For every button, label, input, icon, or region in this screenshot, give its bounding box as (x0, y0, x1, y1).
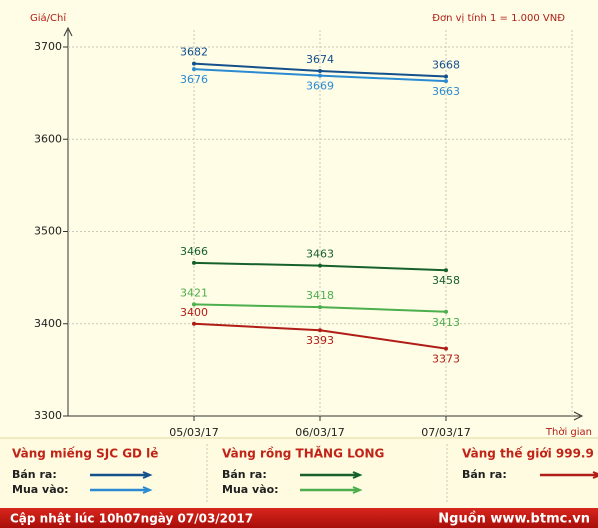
value-label: 3669 (306, 80, 334, 93)
footer-updated: Cập nhật lúc 10h07ngày 07/03/2017 (10, 512, 253, 526)
value-label: 3466 (180, 245, 208, 258)
legend-arrow (352, 486, 363, 494)
point (444, 309, 448, 314)
point (318, 328, 322, 333)
legend-label: Bán ra: (222, 468, 267, 481)
value-label: 3674 (306, 53, 334, 66)
x-axis-arrow (573, 411, 584, 421)
value-label: 3663 (432, 85, 460, 98)
legend-arrow (142, 486, 153, 494)
legend-arrow (352, 471, 363, 479)
y-tick-label: 3400 (34, 317, 62, 330)
legend-label: Mua vào: (222, 483, 279, 496)
y-axis-arrow (63, 26, 73, 37)
x-tick-label: 07/03/17 (421, 426, 470, 439)
point (444, 268, 448, 273)
point (192, 61, 196, 66)
point (318, 73, 322, 78)
point (192, 321, 196, 326)
value-label: 3421 (180, 286, 208, 299)
legend-group-title: Vàng rồng THĂNG LONG (222, 446, 384, 461)
point (192, 260, 196, 265)
legend-group-title: Vàng thế giới 999.9 (462, 447, 594, 461)
legend-panel (0, 438, 598, 508)
legend-arrow (592, 471, 598, 479)
value-label: 3463 (306, 248, 334, 261)
value-label: 3676 (180, 73, 208, 86)
legend-label: Bán ra: (462, 468, 507, 481)
y-tick-label: 3600 (34, 132, 62, 145)
unit-note: Đơn vị tính 1 = 1.000 VNĐ (432, 12, 565, 24)
value-label: 3418 (306, 289, 334, 302)
legend-arrow (142, 471, 153, 479)
legend-group-title: Vàng miếng SJC GD lẻ (12, 447, 158, 461)
point (444, 346, 448, 351)
value-label: 3668 (432, 59, 460, 72)
point (192, 302, 196, 307)
value-label: 3400 (180, 306, 208, 319)
x-tick-label: 06/03/17 (295, 426, 344, 439)
point (318, 68, 322, 73)
point (192, 67, 196, 72)
value-label: 3682 (180, 46, 208, 59)
y-tick-label: 3700 (34, 40, 62, 53)
x-tick-label: 05/03/17 (169, 426, 218, 439)
y-tick-label: 3500 (34, 225, 62, 238)
value-label: 3413 (432, 316, 460, 329)
y-tick-label: 3300 (34, 409, 62, 422)
footer-bar (0, 508, 598, 528)
point (444, 74, 448, 79)
footer-source: Nguồn www.btmc.vn (438, 512, 590, 527)
value-label: 3458 (432, 274, 460, 287)
point (318, 263, 322, 268)
value-label: 3373 (432, 353, 460, 366)
legend-label: Bán ra: (12, 468, 57, 481)
x-axis-title: Thời gian (545, 426, 592, 438)
legend-label: Mua vào: (12, 483, 69, 496)
point (444, 79, 448, 84)
y-axis-title: Giá/Chỉ (30, 12, 66, 24)
point (318, 305, 322, 310)
value-label: 3393 (306, 334, 334, 347)
